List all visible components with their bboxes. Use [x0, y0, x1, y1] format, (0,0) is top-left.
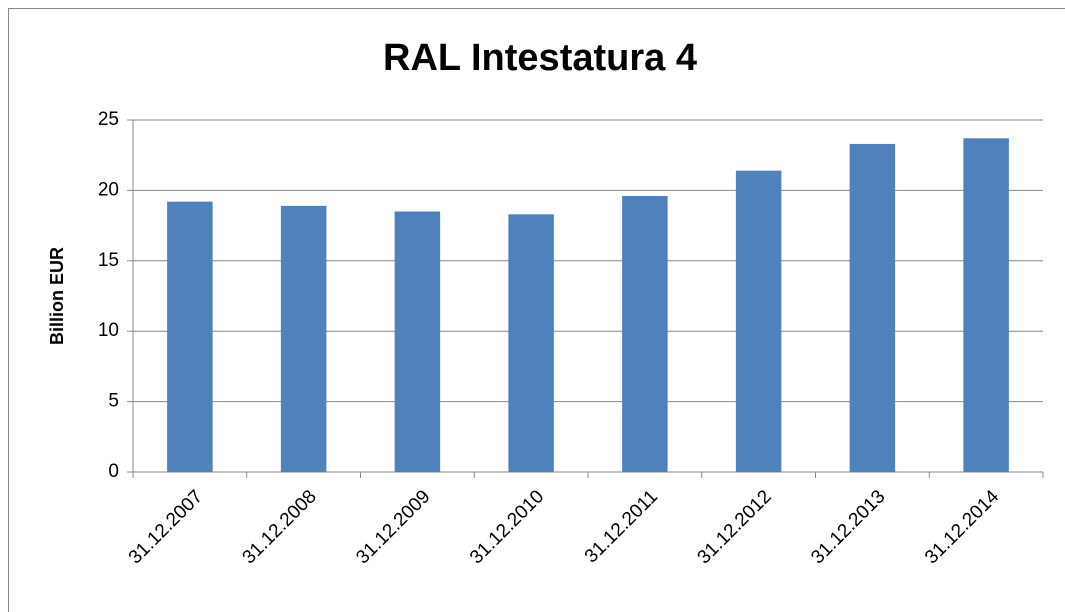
- bar: [849, 143, 896, 472]
- bar: [167, 201, 213, 472]
- y-tick-label: 20: [98, 179, 119, 200]
- bar: [622, 196, 668, 473]
- y-tick-label: 25: [98, 109, 119, 130]
- y-tick-label: 15: [98, 250, 119, 271]
- y-tick-label: 10: [98, 320, 119, 341]
- y-tick-label: 5: [108, 391, 119, 412]
- bar: [963, 138, 1009, 472]
- bar: [280, 205, 327, 472]
- y-tick-label: 0: [108, 461, 119, 482]
- bar: [394, 211, 441, 472]
- y-axis-label: Billion EUR: [47, 247, 67, 345]
- chart-title: RAL Intestatura 4: [383, 37, 697, 79]
- bar: [735, 170, 782, 473]
- bar: [508, 214, 554, 472]
